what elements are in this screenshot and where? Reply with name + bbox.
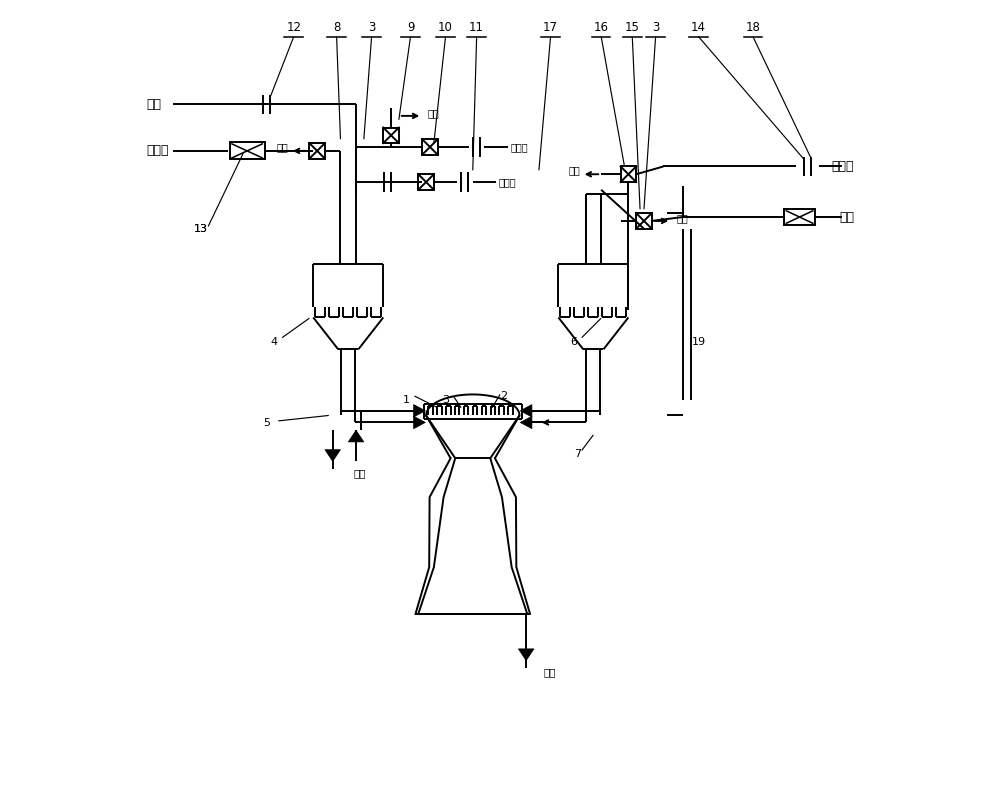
Bar: [621, 166, 636, 182]
Polygon shape: [520, 417, 532, 428]
Bar: [418, 174, 434, 190]
Text: 13: 13: [193, 223, 207, 234]
Text: 排放: 排放: [568, 166, 580, 175]
Bar: [784, 209, 815, 225]
Text: 排放: 排放: [276, 142, 288, 152]
Text: 13: 13: [193, 223, 207, 234]
Text: 排放: 排放: [677, 213, 689, 223]
Text: 3: 3: [442, 395, 449, 405]
Text: 氧化剂: 氧化剂: [146, 144, 168, 158]
Text: 6: 6: [570, 337, 577, 347]
Text: 8: 8: [333, 21, 340, 34]
Text: 15: 15: [625, 21, 640, 34]
Text: 5: 5: [263, 418, 270, 428]
Bar: [422, 139, 438, 154]
Text: 1: 1: [403, 395, 410, 405]
Polygon shape: [518, 649, 534, 661]
Text: 10: 10: [438, 21, 453, 34]
Text: 18: 18: [745, 21, 760, 34]
Text: 7: 7: [574, 449, 581, 459]
Text: 燃料: 燃料: [839, 211, 854, 223]
Text: 17: 17: [543, 21, 558, 34]
Text: 3: 3: [368, 21, 375, 34]
Polygon shape: [414, 405, 425, 417]
Text: 2: 2: [500, 391, 507, 401]
Text: 水冷: 水冷: [354, 468, 366, 478]
Text: 12: 12: [286, 21, 301, 34]
Text: 吹除气: 吹除气: [511, 142, 528, 152]
Text: 16: 16: [594, 21, 609, 34]
Polygon shape: [414, 417, 425, 428]
Text: 9: 9: [407, 21, 414, 34]
Text: 燃料: 燃料: [146, 97, 161, 111]
Text: 水冷: 水冷: [543, 667, 556, 677]
Polygon shape: [520, 405, 532, 417]
Text: 19: 19: [691, 337, 705, 347]
Text: 14: 14: [691, 21, 706, 34]
Text: 氧化剂: 氧化剂: [832, 160, 854, 173]
Bar: [636, 213, 652, 229]
Bar: [309, 143, 325, 158]
Polygon shape: [325, 450, 340, 462]
Bar: [230, 143, 265, 159]
Text: 排放: 排放: [428, 109, 440, 119]
Text: 4: 4: [271, 337, 278, 347]
Bar: [383, 128, 399, 143]
Text: 吹除气: 吹除气: [499, 177, 517, 187]
Text: 11: 11: [469, 21, 484, 34]
Polygon shape: [348, 430, 364, 442]
Text: 3: 3: [652, 21, 659, 34]
